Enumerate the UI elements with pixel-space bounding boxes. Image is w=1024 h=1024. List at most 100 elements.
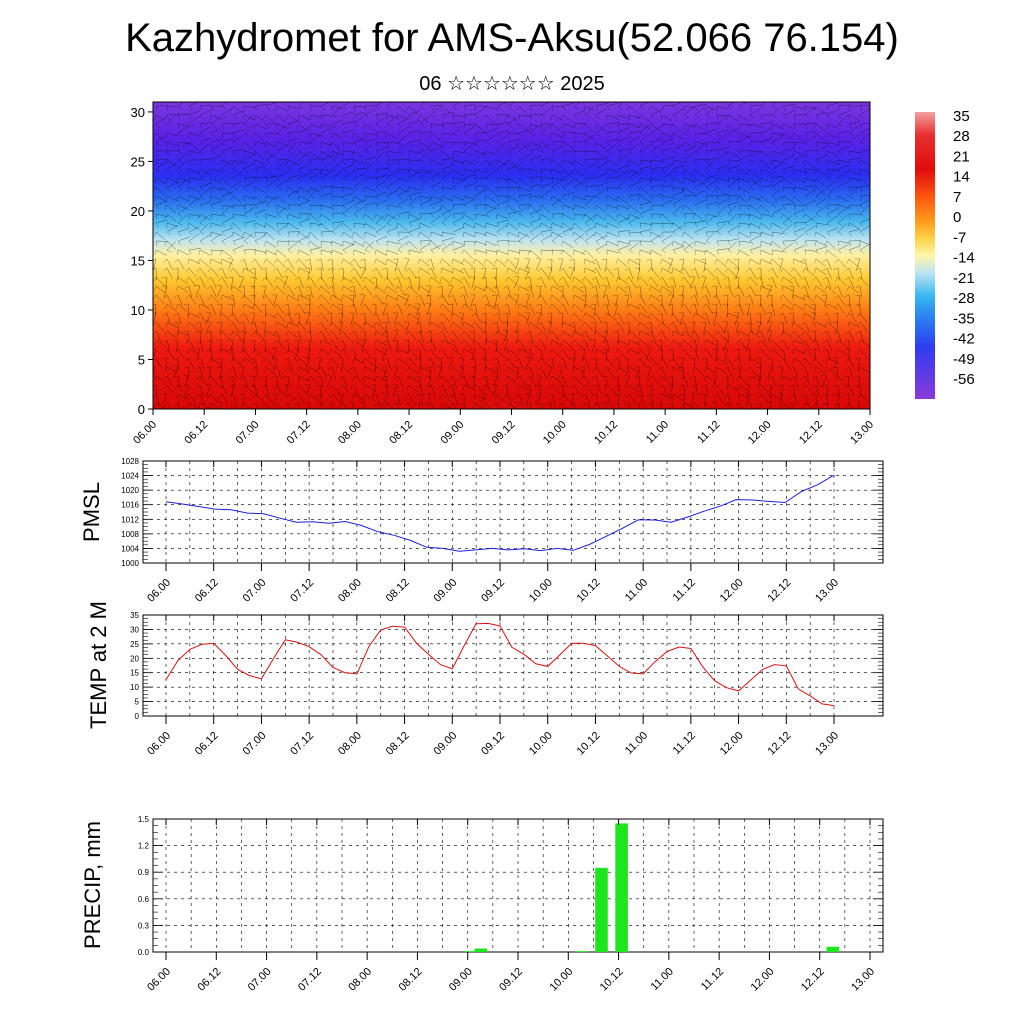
wind-barb-flag [472, 258, 476, 264]
wind-barb [584, 339, 590, 352]
wind-barb-flag [448, 294, 454, 299]
wind-barb-flag [766, 366, 773, 368]
wind-barb [606, 213, 617, 222]
wind-barb [766, 285, 773, 298]
wind-barb [309, 393, 320, 402]
wind-barb [199, 188, 210, 197]
wind-barb [276, 312, 286, 323]
wind-barb-flag [690, 276, 696, 278]
wind-barb [562, 123, 575, 128]
wind-barb-flag [382, 375, 388, 378]
wind-barb [679, 312, 685, 325]
wind-barb [474, 339, 484, 349]
wind-barb-flag [558, 357, 564, 362]
wind-barb [518, 154, 531, 161]
wind-barb-flag [582, 249, 586, 255]
wind-barb [793, 375, 799, 388]
wind-barb-flag [208, 357, 212, 363]
wind-barb [617, 245, 630, 251]
wind-barb [485, 276, 487, 290]
wind-barb [188, 168, 201, 174]
wind-barb-flag [826, 105, 830, 111]
wind-barb [782, 312, 788, 325]
wind-barb [265, 294, 274, 305]
wind-barb [265, 339, 267, 353]
wind-barb [771, 249, 784, 253]
wind-barb-flag [782, 168, 786, 174]
wind-barb-flag [518, 159, 523, 164]
wind-barb [724, 348, 729, 361]
wind-barb [705, 285, 711, 298]
wind-barb-flag [320, 195, 324, 201]
wind-barb-flag [560, 168, 564, 174]
wind-barb-flag [230, 285, 234, 291]
wind-barb [826, 366, 837, 375]
wind-barb [419, 170, 430, 179]
wind-barb-flag [694, 114, 700, 119]
wind-barb-flag [615, 285, 619, 291]
wind-barb-flag [716, 231, 722, 235]
wind-barb [199, 357, 205, 370]
wind-barb-flag [331, 150, 333, 157]
wind-barb-flag [659, 321, 663, 327]
wind-barb [726, 303, 729, 316]
wind-barb-flag [166, 114, 169, 120]
wind-barb-flag [682, 402, 685, 408]
wind-barb [836, 366, 839, 379]
wind-barb [441, 237, 454, 242]
wind-barb-flag [262, 393, 267, 399]
wind-barb [636, 366, 641, 379]
wind-barb-flag [408, 123, 413, 129]
wind-barb [595, 231, 606, 240]
wind-barb [298, 163, 311, 170]
wind-barb [177, 206, 188, 215]
wind-barb-flag [789, 384, 795, 387]
wind-barb [188, 312, 201, 319]
wind-barb-flag [251, 258, 256, 263]
wind-barb-flag [712, 276, 718, 281]
wind-barb-flag [406, 366, 410, 372]
wind-barb [551, 146, 564, 152]
wind-barb [661, 164, 674, 170]
wind-barb-flag [727, 222, 733, 226]
wind-barb-flag [649, 231, 652, 237]
wind-barb-flag [558, 375, 564, 380]
wind-barb [177, 195, 189, 202]
wind-barb-flag [198, 213, 201, 219]
wind-barb-flag [298, 141, 300, 148]
wind-barb [253, 375, 256, 388]
wind-barb [661, 172, 673, 179]
wind-barb-flag [364, 150, 370, 154]
wind-barb [760, 231, 773, 237]
wind-barb-flag [503, 303, 509, 307]
temp-ytick-label: 30 [130, 625, 139, 634]
wind-barb [617, 127, 629, 134]
wind-barb-flag [549, 348, 553, 354]
wind-barb-flag [163, 348, 168, 353]
wind-barb [287, 189, 299, 197]
wind-barb-flag [524, 294, 531, 296]
wind-barb-flag [207, 303, 212, 308]
wind-barb-flag [297, 375, 300, 381]
wind-barb [815, 240, 828, 247]
wind-barb [628, 181, 641, 188]
wind-barb [507, 357, 516, 368]
wind-barb [199, 375, 208, 386]
wind-barb [298, 199, 311, 206]
wind-barb-flag [650, 150, 655, 155]
wind-barb-flag [667, 258, 674, 260]
wind-barb [331, 240, 344, 247]
wind-barb-flag [628, 249, 634, 254]
wind-barb [385, 321, 388, 335]
wind-barb-flag [418, 231, 421, 237]
wind-barb-flag [559, 267, 564, 272]
wind-barb-flag [627, 384, 630, 390]
wind-barb [661, 138, 674, 143]
wind-barb-flag [793, 231, 798, 237]
wind-barb-flag [581, 330, 586, 335]
wind-barb-flag [406, 240, 410, 246]
wind-barb [342, 102, 351, 107]
wind-barb-flag [276, 240, 279, 246]
wind-barb [353, 132, 364, 141]
wind-barb [782, 375, 794, 382]
